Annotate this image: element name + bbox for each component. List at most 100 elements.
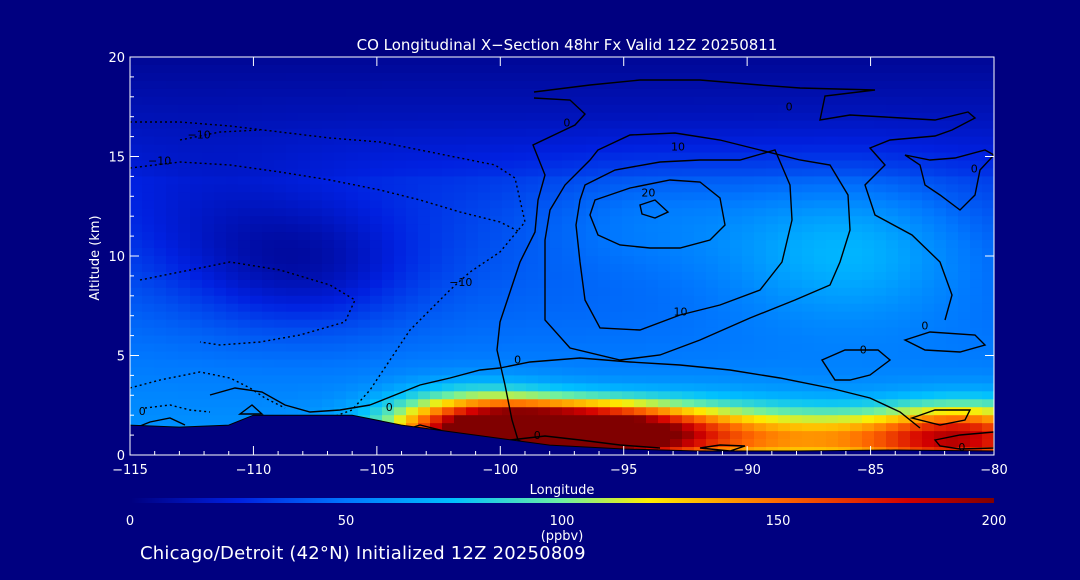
field-cell xyxy=(778,160,791,170)
field-cell xyxy=(418,256,431,265)
field-cell xyxy=(418,375,431,384)
field-cell xyxy=(778,367,791,376)
field-cell xyxy=(862,303,875,313)
field-cell xyxy=(874,176,887,185)
field-cell xyxy=(262,144,275,154)
field-cell xyxy=(298,88,311,98)
field-cell xyxy=(358,80,371,90)
field-cell xyxy=(370,248,383,257)
field-cell xyxy=(322,248,335,257)
field-cell xyxy=(970,415,983,424)
field-cell xyxy=(970,311,983,321)
field-cell xyxy=(202,57,215,66)
field-cell xyxy=(754,128,767,138)
field-cell xyxy=(214,240,227,249)
field-cell xyxy=(730,192,743,201)
field-cell xyxy=(514,64,527,74)
field-cell xyxy=(658,303,671,313)
field-cell xyxy=(454,128,467,138)
field-cell xyxy=(862,256,875,265)
field-cell xyxy=(682,423,695,432)
field-cell xyxy=(430,168,443,177)
field-cell xyxy=(646,96,659,106)
field-cell xyxy=(850,383,863,392)
field-cell xyxy=(898,439,911,448)
field-cell xyxy=(574,168,587,177)
field-cell xyxy=(274,335,287,345)
field-cell xyxy=(178,343,191,353)
field-cell xyxy=(778,295,791,305)
field-cell xyxy=(214,248,227,257)
field-cell xyxy=(670,279,683,289)
field-cell xyxy=(214,263,227,273)
field-cell xyxy=(466,375,479,384)
field-cell xyxy=(718,57,731,66)
field-cell xyxy=(970,72,983,82)
field-cell xyxy=(874,271,887,281)
field-cell xyxy=(598,279,611,289)
field-cell xyxy=(478,176,491,185)
field-cell xyxy=(826,279,839,289)
field-cell xyxy=(934,104,947,114)
field-cell xyxy=(454,104,467,114)
field-cell xyxy=(610,343,623,353)
field-cell xyxy=(622,415,635,424)
field-cell xyxy=(946,160,959,170)
field-cell xyxy=(754,415,767,424)
field-cell xyxy=(274,200,287,209)
field-cell xyxy=(850,136,863,146)
field-cell xyxy=(910,279,923,289)
field-cell xyxy=(742,160,755,170)
contour-label: 20 xyxy=(641,186,655,199)
field-cell xyxy=(778,256,791,265)
field-cell xyxy=(958,303,971,313)
field-cell xyxy=(646,144,659,154)
field-cell xyxy=(970,431,983,440)
field-cell xyxy=(706,208,719,217)
field-cell xyxy=(346,184,359,193)
field-cell xyxy=(802,232,815,241)
field-cell xyxy=(922,407,935,416)
contour-line xyxy=(179,129,261,141)
field-cell xyxy=(778,383,791,392)
field-cell xyxy=(358,303,371,313)
field-cell xyxy=(742,287,755,297)
field-cell xyxy=(538,64,551,74)
field-cell xyxy=(826,136,839,146)
field-cell xyxy=(214,232,227,241)
field-cell xyxy=(646,120,659,130)
field-cell xyxy=(634,248,647,257)
field-cell xyxy=(502,200,515,209)
field-cell xyxy=(442,248,455,257)
field-cell xyxy=(490,64,503,74)
field-cell xyxy=(586,168,599,177)
field-cell xyxy=(166,128,179,138)
field-cell xyxy=(982,232,994,241)
field-cell xyxy=(154,64,167,74)
field-cell xyxy=(406,415,419,424)
field-cell xyxy=(814,128,827,138)
field-cell xyxy=(790,168,803,177)
field-cell xyxy=(154,152,167,162)
field-cell xyxy=(526,431,539,440)
field-cell xyxy=(250,152,263,162)
field-cell xyxy=(406,208,419,217)
field-cell xyxy=(694,104,707,114)
field-cell xyxy=(742,200,755,209)
field-cell xyxy=(850,431,863,440)
field-cell xyxy=(898,216,911,225)
field-cell xyxy=(166,327,179,337)
field-cell xyxy=(562,200,575,209)
field-cell xyxy=(730,224,743,233)
field-cell xyxy=(970,152,983,162)
field-cell xyxy=(418,72,431,82)
field-cell xyxy=(718,423,731,432)
field-cell xyxy=(202,160,215,170)
colorbar-tick-label: 100 xyxy=(550,514,575,529)
field-cell xyxy=(706,57,719,66)
field-cell xyxy=(154,57,167,66)
field-cell xyxy=(346,224,359,233)
field-cell xyxy=(478,104,491,114)
field-cell xyxy=(490,104,503,114)
field-cell xyxy=(226,57,239,66)
